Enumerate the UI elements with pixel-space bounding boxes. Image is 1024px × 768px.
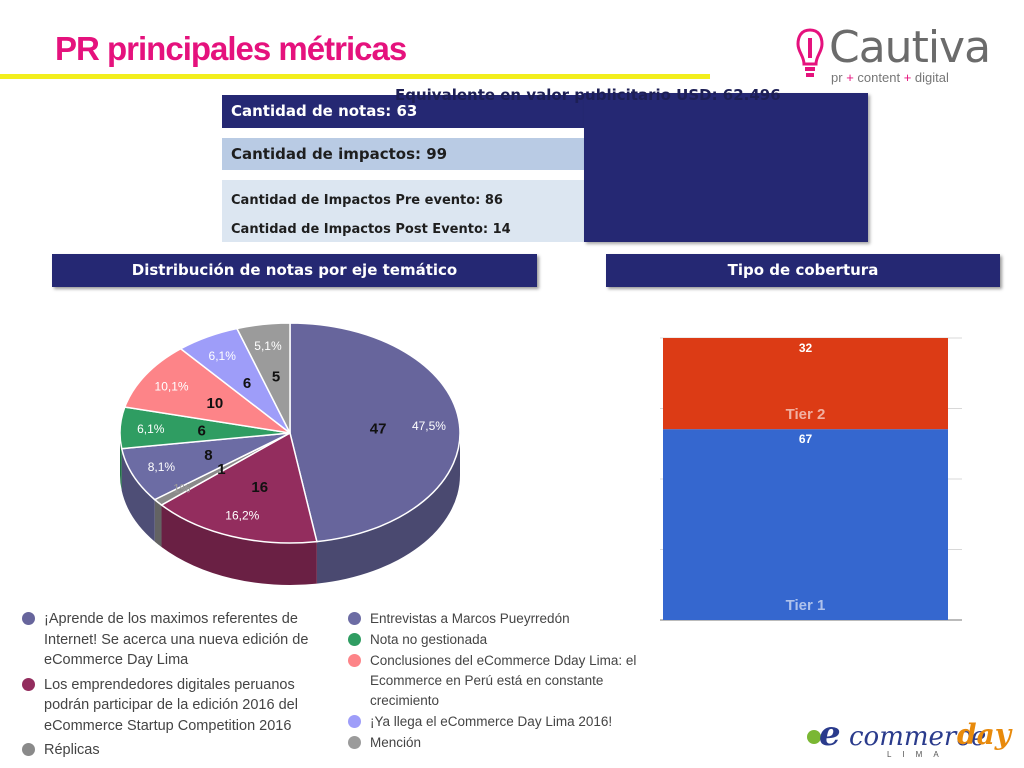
pie-percent-label: 10,1% (155, 380, 189, 394)
legend-swatch (348, 715, 361, 728)
bar-value-label: 32 (799, 341, 813, 355)
tagline-plus: + (846, 70, 854, 85)
legend-label: Entrevistas a Marcos Pueyrredón (370, 611, 570, 626)
pie-slice (235, 322, 291, 434)
pie-slice-side (316, 433, 460, 584)
tagline-pr: pr (831, 70, 843, 85)
bar-series-label: Tier 1 (786, 597, 826, 614)
pie-value-label: 5 (272, 369, 280, 386)
pie-percent-label: 8,1% (148, 460, 176, 474)
legend-item: ¡Ya llega el eCommerce Day Lima 2016! (348, 712, 658, 732)
logo-brand: Cautiva (829, 22, 991, 73)
legend-item: Entrevistas a Marcos Pueyrredón (348, 609, 658, 629)
pie-value-label: 1 (217, 461, 225, 478)
legend-swatch (22, 743, 35, 756)
legend-item: ¡Aprende de los maximos referentes de In… (22, 609, 332, 671)
cautiva-logo: Cautiva pr + content + digital (795, 22, 991, 88)
stacked-bar-chart: 67 Tier 1 32 Tier 2 (660, 337, 962, 621)
ecommerce-day-logo: e commerce day LIMA (805, 714, 1011, 762)
pie-slice (123, 347, 291, 434)
post-evento-count: Cantidad de Impactos Post Evento: 14 (231, 222, 511, 237)
pie-percent-label: 47,5% (412, 419, 446, 433)
legend-swatch (348, 654, 361, 667)
pie-value-label: 6 (198, 422, 206, 439)
logo-commerce-text: commerce (849, 722, 987, 752)
legend-item: Los emprendedores digitales peruanos pod… (22, 675, 332, 737)
tagline-digital: digital (914, 70, 949, 85)
bar-segment (663, 338, 948, 430)
legend-label: Nota no gestionada (370, 632, 488, 647)
legend-item: Conclusiones del eCommerce Dday Lima: el… (348, 651, 658, 711)
pie-slice (289, 322, 461, 543)
logo-tagline: pr + content + digital (831, 70, 949, 85)
pie-value-label: 16 (251, 479, 268, 496)
globe-icon (807, 730, 821, 744)
pie-value-label: 47 (370, 420, 387, 437)
pie-slice-side (161, 505, 317, 585)
pie-section-title: Distribución de notas por eje temático (52, 254, 537, 287)
legend-item: Nota no gestionada (348, 630, 658, 650)
pie-percent-label: 6,1% (209, 349, 237, 363)
pie-chart: 47 47,5% 16 16,2% 1 1% 8 8,1% 6 6,1% 10 10,1% 6 6,1% 5… (119, 322, 461, 585)
logo-e-letter: e (819, 714, 841, 754)
tagline-content: content (857, 70, 901, 85)
pie-slice (160, 431, 318, 544)
legend-swatch (348, 736, 361, 749)
pie-value-label: 6 (243, 375, 251, 392)
notas-count: Cantidad de notas: 63 (222, 95, 588, 128)
legend-label: Los emprendedores digitales peruanos pod… (44, 676, 298, 734)
pie-slice-side (121, 448, 155, 542)
bar-value-label: 67 (799, 432, 813, 446)
legend-label: Conclusiones del eCommerce Dday Lima: el… (370, 653, 637, 708)
legend-label: Réplicas (44, 742, 100, 758)
pie-legend-right: Entrevistas a Marcos Pueyrredón Nota no g… (348, 609, 658, 754)
legend-swatch (22, 677, 35, 691)
valor-publicitario-box (584, 93, 868, 242)
pie-percent-label: 5,1% (254, 339, 282, 353)
title-underline (0, 74, 710, 79)
legend-label: ¡Aprende de los maximos referentes de In… (44, 611, 309, 668)
legend-item: Réplicas (22, 740, 332, 761)
bar-section-title: Tipo de cobertura (606, 254, 1000, 287)
pre-evento-count: Cantidad de Impactos Pre evento: 86 (231, 193, 503, 208)
pie-legend-left: ¡Aprende de los maximos referentes de In… (22, 609, 332, 765)
valor-publicitario-text: Equivalente en valor publicitario USD: 6… (395, 86, 781, 104)
impactos-breakdown: Cantidad de Impactos Pre evento: 86 Cant… (222, 180, 588, 242)
pie-value-label: 8 (204, 447, 212, 464)
bar-segment (663, 429, 948, 620)
pie-percent-label: 1% (173, 481, 191, 495)
pie-value-label: 10 (207, 395, 224, 412)
legend-swatch (348, 612, 361, 625)
legend-label: Mención (370, 735, 422, 750)
page-title: PR principales métricas (55, 30, 407, 67)
pie-percent-label: 6,1% (137, 422, 165, 436)
tagline-plus: + (903, 70, 912, 85)
legend-item: Mención (348, 733, 658, 753)
bar-series-label: Tier 2 (786, 406, 826, 423)
logo-lima-text: LIMA (887, 750, 950, 759)
pie-slice-side (154, 499, 162, 548)
logo-day-text: day (957, 718, 1011, 751)
legend-swatch (348, 633, 361, 646)
lightbulb-icon (796, 28, 824, 77)
pie-percent-label: 16,2% (225, 509, 259, 523)
impactos-count: Cantidad de impactos: 99 (222, 138, 588, 170)
legend-swatch (22, 612, 35, 625)
legend-label: ¡Ya llega el eCommerce Day Lima 2016! (370, 714, 613, 729)
